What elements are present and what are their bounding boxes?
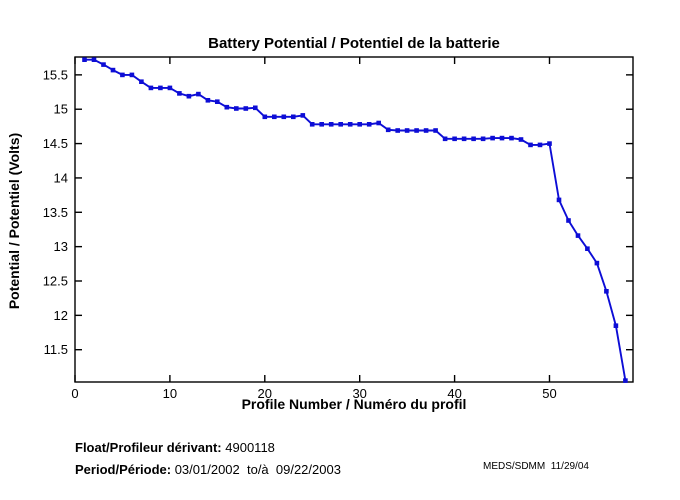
data-point bbox=[139, 79, 144, 84]
data-point bbox=[291, 114, 296, 120]
data-point bbox=[281, 114, 287, 120]
data-point bbox=[319, 122, 324, 127]
axes-box bbox=[74, 56, 634, 383]
data-point bbox=[262, 114, 268, 120]
data-point bbox=[186, 93, 192, 99]
data-point bbox=[215, 99, 220, 104]
data-point bbox=[167, 85, 173, 91]
data-point bbox=[272, 114, 277, 120]
data-point bbox=[604, 289, 609, 294]
x-tick-label: 10 bbox=[163, 386, 177, 401]
data-point-markers bbox=[82, 57, 628, 383]
float-id-line: Float/Profileur dérivant: 4900118 bbox=[75, 440, 275, 455]
data-point bbox=[101, 62, 106, 67]
data-point bbox=[575, 233, 581, 238]
x-tick-label: 20 bbox=[258, 386, 272, 401]
data-point bbox=[82, 57, 87, 62]
data-point bbox=[366, 122, 372, 127]
data-point bbox=[442, 136, 448, 142]
data-point bbox=[471, 136, 476, 142]
provenance-stamp: MEDS/SDMM 11/29/04 bbox=[483, 461, 589, 472]
y-tick-label: 12 bbox=[54, 308, 68, 323]
data-point bbox=[452, 136, 457, 142]
y-tick-label: 14 bbox=[54, 170, 68, 185]
battery-potential-line bbox=[84, 58, 627, 381]
data-point bbox=[490, 135, 495, 141]
y-tick-label: 15.5 bbox=[43, 67, 68, 82]
data-point bbox=[309, 122, 315, 127]
y-tick-label: 13 bbox=[54, 239, 68, 254]
data-point bbox=[509, 135, 514, 141]
data-point bbox=[253, 105, 258, 111]
y-tick-label: 12.5 bbox=[43, 273, 68, 288]
float-id-label: Float/Profileur dérivant: bbox=[75, 440, 222, 455]
data-point bbox=[328, 122, 334, 127]
data-point bbox=[585, 246, 590, 251]
y-tick-label: 15 bbox=[54, 102, 68, 117]
data-point bbox=[518, 137, 524, 142]
data-point bbox=[547, 141, 552, 146]
data-point bbox=[566, 218, 571, 223]
x-tick-label: 0 bbox=[71, 386, 78, 401]
data-point bbox=[338, 122, 343, 127]
chart-title: Battery Potential / Potentiel de la batt… bbox=[208, 35, 500, 52]
data-point bbox=[357, 122, 362, 127]
data-point bbox=[613, 323, 619, 328]
y-tick-label: 14.5 bbox=[43, 136, 68, 151]
float-id-value: 4900118 bbox=[221, 440, 275, 455]
data-point bbox=[110, 67, 116, 73]
data-point bbox=[623, 378, 628, 383]
axis-ticks: 0 10 20 30 40 50 11.5 12 12.5 13 13.5 14 14.5 15 15.5 bbox=[43, 57, 633, 401]
data-point bbox=[243, 106, 249, 111]
data-point bbox=[347, 122, 353, 127]
y-tick-label: 13.5 bbox=[43, 205, 68, 220]
data-point bbox=[528, 142, 533, 148]
x-tick-label: 50 bbox=[542, 386, 556, 401]
data-point bbox=[300, 113, 306, 118]
data-point bbox=[594, 260, 600, 266]
data-point bbox=[433, 128, 438, 133]
data-point bbox=[480, 136, 486, 142]
data-point bbox=[556, 197, 562, 203]
y-axis-label: Potential / Potentiel (Volts) bbox=[6, 132, 22, 310]
data-point bbox=[385, 127, 391, 133]
data-point bbox=[120, 72, 125, 78]
data-point bbox=[395, 128, 400, 133]
period-value: 03/01/2002 to/à 09/22/2003 bbox=[171, 462, 341, 477]
data-point bbox=[129, 72, 135, 78]
data-point bbox=[423, 128, 429, 133]
data-point bbox=[461, 136, 467, 142]
data-point bbox=[376, 120, 381, 126]
data-point bbox=[158, 85, 163, 91]
data-point bbox=[234, 106, 239, 111]
period-line: Period/Période: 03/01/2002 to/à 09/22/20… bbox=[75, 462, 341, 477]
data-point bbox=[404, 128, 410, 133]
data-point bbox=[91, 57, 97, 62]
x-tick-label: 30 bbox=[352, 386, 366, 401]
data-point bbox=[205, 98, 211, 103]
data-point bbox=[196, 91, 201, 97]
x-axis-label: Profile Number / Numéro du profil bbox=[241, 396, 467, 412]
x-tick-label: 40 bbox=[447, 386, 461, 401]
data-point bbox=[414, 128, 419, 133]
y-tick-label: 11.5 bbox=[44, 342, 68, 357]
data-point bbox=[177, 91, 182, 96]
data-point bbox=[537, 142, 543, 148]
period-label: Period/Période: bbox=[75, 462, 172, 477]
data-point bbox=[224, 104, 230, 110]
data-point bbox=[499, 135, 505, 141]
data-point bbox=[148, 85, 154, 91]
